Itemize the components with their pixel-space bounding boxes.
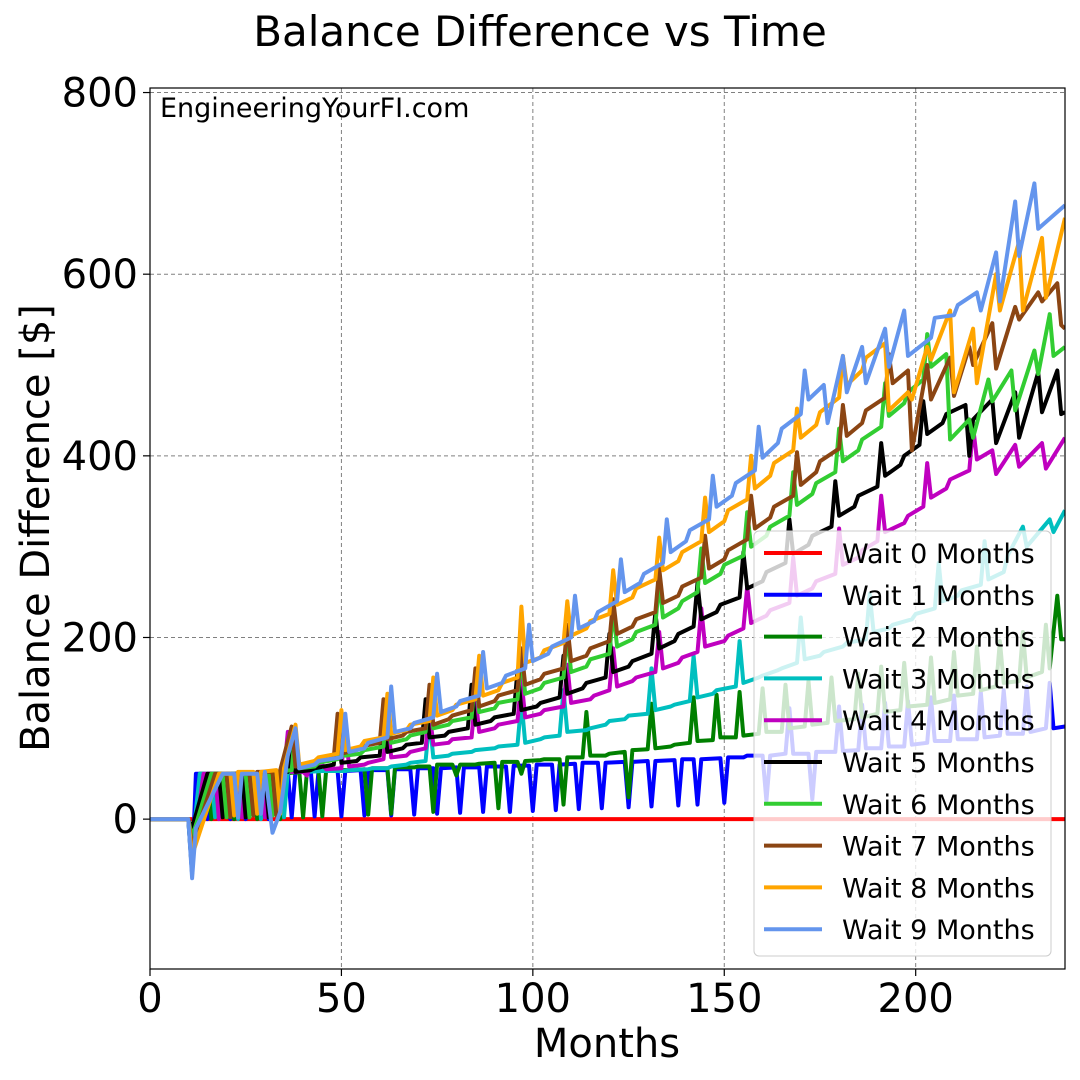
legend: Wait 0 Months Wait 1 Months Wait 2 Months W… [753, 530, 1052, 957]
series-line-wait-9 [150, 181, 1065, 881]
y-tick-label: 800 [62, 71, 138, 117]
y-tick-label: 200 [62, 615, 138, 661]
x-tick-label: 100 [495, 976, 571, 1022]
y-tick-label: 0 [113, 797, 138, 843]
x-tick-label: 200 [878, 976, 954, 1022]
legend-label: Wait 2 Months [842, 623, 1035, 654]
legend-box [753, 530, 1052, 957]
y-tick-label: 400 [62, 434, 138, 480]
legend-label: Wait 0 Months [842, 539, 1035, 570]
watermark-text: EngineeringYourFI.com [160, 93, 469, 124]
x-ticks: 0 50 100 150 200 [137, 969, 954, 1022]
x-tick-label: 0 [137, 976, 162, 1022]
x-axis-label: Months [534, 1021, 680, 1067]
legend-label: Wait 8 Months [842, 873, 1035, 904]
series-line-wait-4 [150, 424, 1065, 858]
legend-label: Wait 1 Months [842, 581, 1035, 612]
plot-frame [149, 87, 1066, 970]
legend-label: Wait 3 Months [842, 664, 1035, 695]
y-tick-label: 600 [62, 252, 138, 298]
chart-title: Balance Difference vs Time [253, 7, 827, 56]
y-axis-label: Balance Difference [$] [13, 304, 59, 752]
legend-label: Wait 5 Months [842, 748, 1035, 779]
legend-label: Wait 4 Months [842, 706, 1035, 737]
legend-label: Wait 9 Months [842, 915, 1035, 946]
legend-label: Wait 7 Months [842, 832, 1035, 863]
legend-label: Wait 6 Months [842, 790, 1035, 821]
x-tick-label: 150 [686, 976, 762, 1022]
x-tick-label: 50 [316, 976, 367, 1022]
series-line-wait-8 [150, 217, 1065, 858]
y-ticks: 0 200 400 600 800 [62, 71, 150, 843]
